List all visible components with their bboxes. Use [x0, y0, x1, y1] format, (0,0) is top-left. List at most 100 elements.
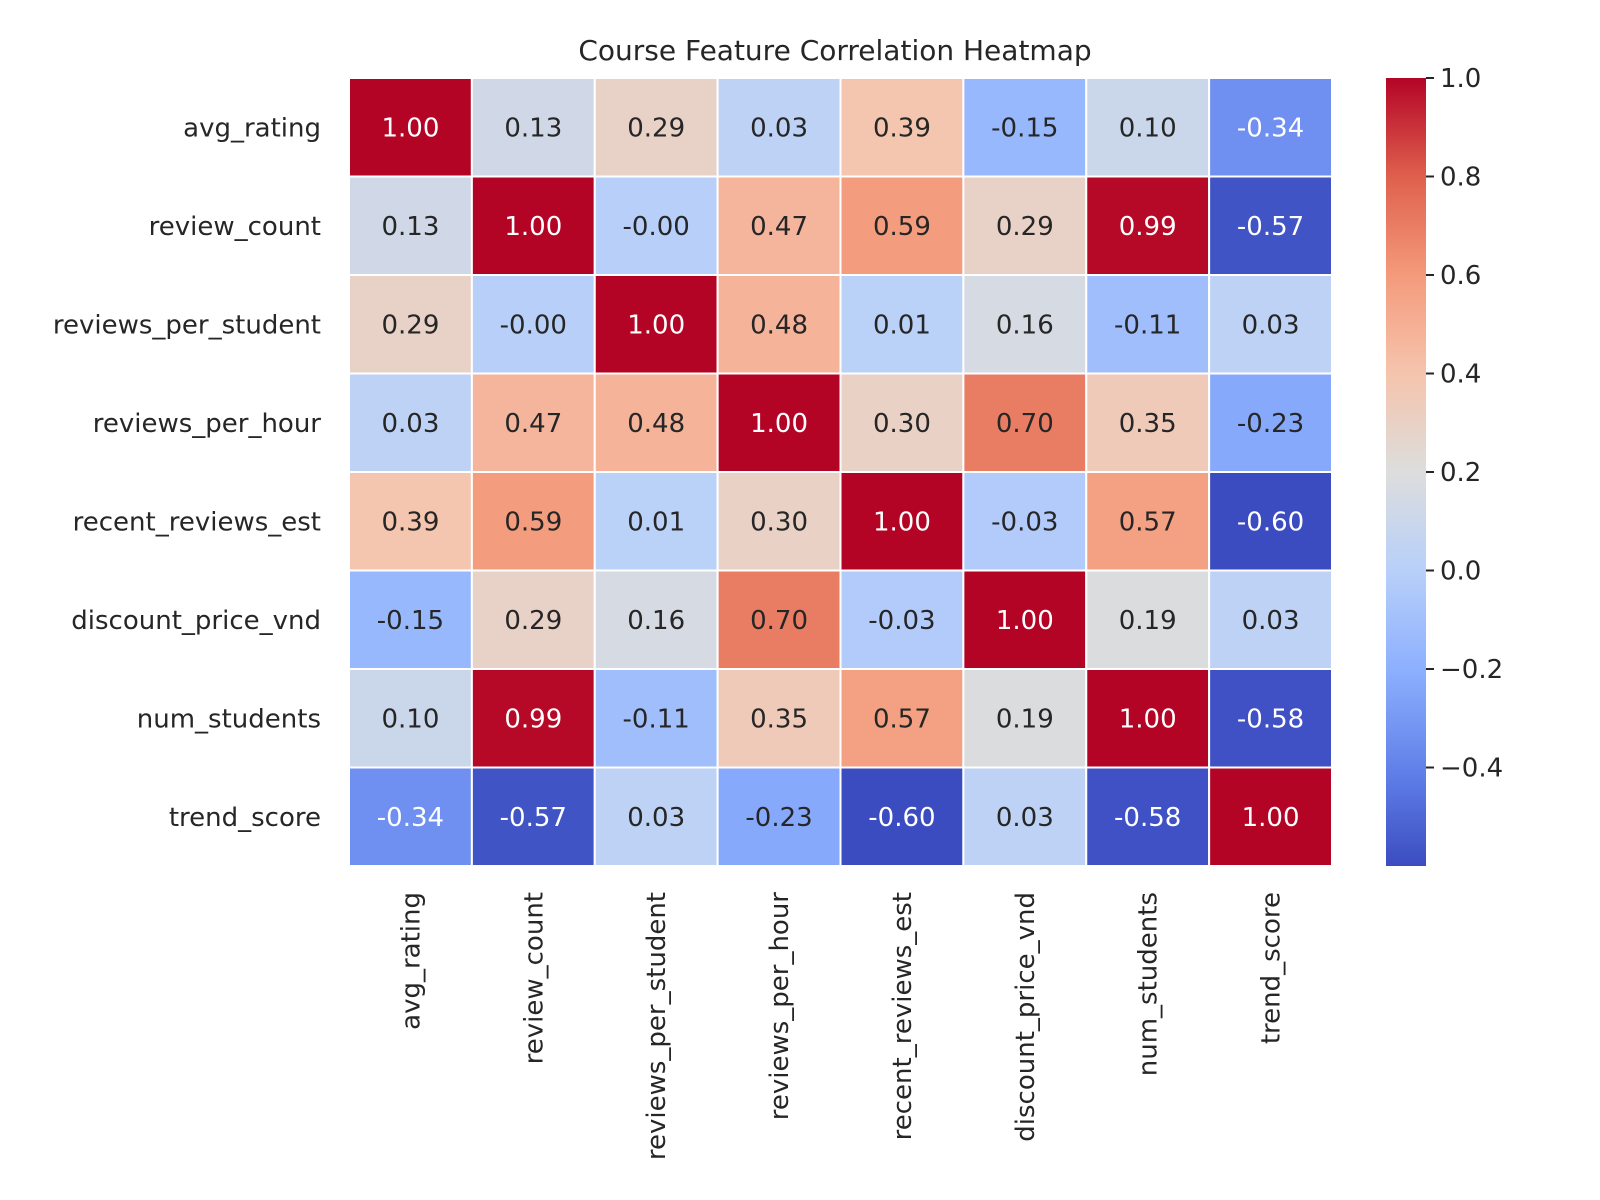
heatmap-cell-value: 1.00	[627, 310, 685, 340]
heatmap-cell	[839, 471, 965, 572]
heatmap-cell-value: 0.03	[1242, 310, 1300, 340]
y-tick-label: review_count	[149, 212, 321, 242]
heatmap-cell	[348, 766, 473, 867]
heatmap-cell	[716, 274, 842, 375]
heatmap-cell	[839, 372, 965, 473]
x-tick-label: reviews_per_hour	[765, 892, 795, 1121]
heatmap-cell-value: 0.30	[750, 507, 808, 537]
heatmap-cell-value: 0.10	[381, 704, 439, 734]
heatmap-cell-value: 0.19	[1119, 606, 1177, 636]
heatmap-cell-value: 1.00	[996, 606, 1054, 636]
heatmap-cell-value: 1.00	[1119, 704, 1177, 734]
heatmap-cell	[1085, 569, 1211, 670]
heatmap-cell-value: 0.01	[873, 310, 931, 340]
colorbar-tick-label: 0.2	[1440, 458, 1481, 488]
heatmap-cell	[470, 175, 596, 276]
heatmap-cell-value: 1.00	[381, 113, 439, 143]
heatmap-cell	[1085, 274, 1211, 375]
heatmap-cell-value: 0.30	[873, 409, 931, 439]
heatmap-cell-value: -0.15	[991, 113, 1058, 143]
heatmap-cell-value: -0.57	[500, 803, 567, 833]
heatmap-cell	[839, 274, 965, 375]
heatmap-cell-value: 0.39	[381, 507, 439, 537]
heatmap-cell-value: 0.16	[627, 606, 685, 636]
heatmap-cell-value: -0.15	[377, 606, 444, 636]
heatmap-cell	[593, 77, 719, 178]
heatmap-cell	[1085, 471, 1211, 572]
heatmap-cell-value: 0.01	[627, 507, 685, 537]
heatmap-cell-value: -0.57	[1237, 212, 1304, 242]
heatmap-cell-value: 0.13	[504, 113, 562, 143]
heatmap-cell-value: 0.03	[996, 803, 1054, 833]
heatmap-cell	[593, 569, 719, 670]
y-tick-label: num_students	[137, 704, 321, 734]
heatmap-cell	[716, 471, 842, 572]
heatmap-cell-value: 1.00	[873, 507, 931, 537]
heatmap-cell-value: 0.13	[381, 212, 439, 242]
heatmap-cell-value: 0.59	[873, 212, 931, 242]
y-axis-tick-labels: avg_rating review_count reviews_per_studen…	[53, 113, 321, 833]
heatmap-cell	[348, 274, 473, 375]
heatmap-cell	[348, 668, 473, 769]
heatmap-cell	[593, 372, 719, 473]
heatmap-cell-value: -0.11	[623, 704, 690, 734]
heatmap-cell-value: 0.57	[1119, 507, 1177, 537]
colorbar-tick-label: −0.4	[1440, 754, 1503, 784]
heatmap-cell-value: 0.47	[750, 212, 808, 242]
heatmap-cell	[348, 372, 473, 473]
heatmap-cell-value: -0.03	[868, 606, 935, 636]
heatmap-cell-value: 0.10	[1119, 113, 1177, 143]
heatmap-cell-value: 0.39	[873, 113, 931, 143]
heatmap-cell-value: 0.03	[1242, 606, 1300, 636]
colorbar-tick-label: 0.0	[1440, 557, 1481, 587]
heatmap-cell	[1208, 77, 1333, 178]
heatmap-cell-value: 0.35	[1119, 409, 1177, 439]
heatmap-cell	[1085, 668, 1211, 769]
heatmap-cell-value: -0.34	[1237, 113, 1304, 143]
heatmap-cell-value: 0.29	[627, 113, 685, 143]
colorbar-tick-label: 0.8	[1440, 163, 1481, 193]
heatmap-cell-value: -0.60	[1237, 507, 1304, 537]
heatmap-cell-value: 0.29	[504, 606, 562, 636]
heatmap-cell	[962, 569, 1088, 670]
heatmap-cell-value: -0.60	[868, 803, 935, 833]
heatmap-cell-value: 0.03	[627, 803, 685, 833]
heatmap-cell-value: 0.19	[996, 704, 1054, 734]
heatmap-cell	[1208, 471, 1333, 572]
heatmap-cell	[962, 668, 1088, 769]
heatmap-cell-value: 0.29	[996, 212, 1054, 242]
heatmap-cell-value: 1.00	[1242, 803, 1300, 833]
x-tick-label: reviews_per_student	[642, 892, 672, 1160]
heatmap-cell	[716, 372, 842, 473]
heatmap-cell	[962, 766, 1088, 867]
heatmap-cell-value: 0.35	[750, 704, 808, 734]
heatmap-cell-value: -0.00	[500, 310, 567, 340]
y-tick-label: reviews_per_student	[53, 310, 321, 340]
heatmap-cell-value: 1.00	[750, 409, 808, 439]
heatmap-cell-value: 0.70	[996, 409, 1054, 439]
y-tick-label: avg_rating	[183, 113, 321, 143]
heatmap-cell-value: -0.11	[1114, 310, 1181, 340]
heatmap-cell-value: 1.00	[504, 212, 562, 242]
heatmap-cell-value: 0.16	[996, 310, 1054, 340]
heatmap-cell	[839, 569, 965, 670]
heatmap-cell	[716, 175, 842, 276]
x-tick-label: trend_score	[1257, 892, 1287, 1044]
heatmap-cell	[962, 274, 1088, 375]
heatmap-cell	[962, 175, 1088, 276]
heatmap-cell-value: -0.03	[991, 507, 1058, 537]
heatmap-cell-value: 0.70	[750, 606, 808, 636]
heatmap-cell	[1208, 569, 1333, 670]
heatmap-cell	[1208, 668, 1333, 769]
heatmap-cell-value: 0.99	[1119, 212, 1177, 242]
y-tick-label: trend_score	[169, 803, 321, 833]
heatmap-cell	[962, 77, 1088, 178]
heatmap-cell-value: 0.29	[381, 310, 439, 340]
heatmap-cell-value: -0.23	[1237, 409, 1304, 439]
heatmap-cell	[839, 668, 965, 769]
heatmap-cell	[348, 77, 473, 178]
heatmap-cell-value: 0.48	[627, 409, 685, 439]
heatmap-cell	[593, 274, 719, 375]
heatmap-cell	[470, 668, 596, 769]
